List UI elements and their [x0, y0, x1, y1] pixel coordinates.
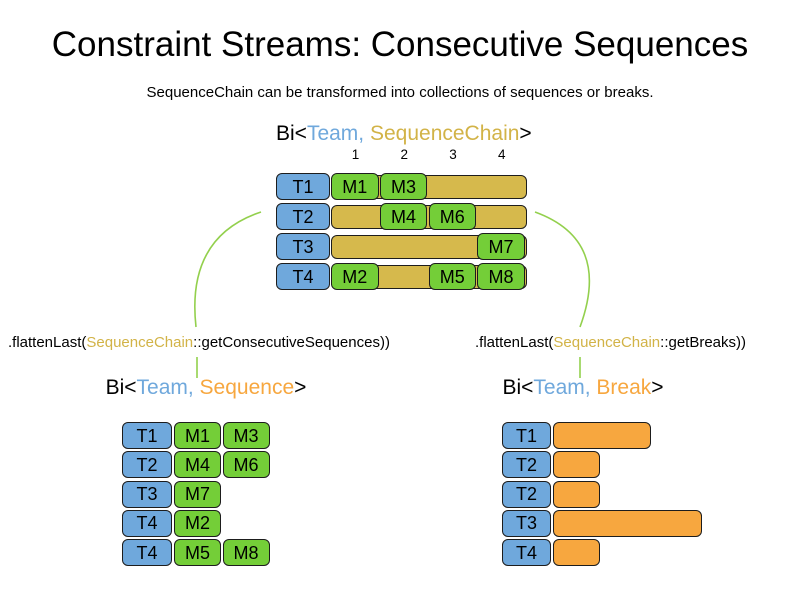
team-box: T3: [502, 509, 551, 537]
type-segment: Team: [306, 122, 359, 145]
machine-box: M1: [174, 422, 221, 449]
machine-box: M4: [379, 203, 428, 230]
machine-box: M2: [174, 509, 221, 537]
machine-box: M5: [428, 263, 476, 290]
team-box: T4: [502, 539, 551, 567]
type-segment: ,: [584, 376, 597, 399]
type-segment: Bi<: [502, 376, 534, 399]
machine-box: M8: [222, 539, 270, 567]
type-segment: SequenceChain: [553, 334, 661, 351]
machine-box: M6: [428, 203, 476, 230]
machine-box: M5: [174, 539, 221, 567]
team-box: T3: [276, 233, 330, 260]
sequence-grid: T1 M1 M3 T2 M4 M6 T3 M7 T4 M2 T4 M5 M8: [122, 422, 402, 568]
machine-box: M2: [331, 263, 379, 290]
type-segment: ::getConsecutiveSequences)): [193, 334, 390, 351]
team-box: T1: [276, 173, 330, 200]
break-bar: [553, 480, 600, 508]
type-segment: ::getBreaks)): [660, 334, 747, 351]
column-number: 3: [449, 147, 457, 162]
type-segment: SequenceChain: [369, 122, 520, 145]
type-segment: >: [651, 376, 664, 399]
type-segment: ,: [187, 376, 200, 399]
column-number: 4: [497, 147, 506, 162]
team-box: T2: [276, 203, 330, 230]
break-type-header: Bi<Team, Break>: [473, 376, 693, 400]
get-consecutive-sequences-label: .flattenLast(SequenceChain::getConsecuti…: [8, 334, 390, 351]
type-segment: Team: [533, 376, 585, 399]
slide-title: Constraint Streams: Consecutive Sequence…: [51, 25, 749, 64]
break-grid: T1 T2 T2 T3 T4: [502, 422, 712, 568]
type-segment: .flattenLast(: [475, 334, 554, 351]
slide-subtitle: SequenceChain can be transformed into co…: [146, 84, 654, 101]
machine-box: M3: [379, 173, 428, 200]
machine-box: M7: [174, 480, 221, 508]
team-box: T1: [502, 422, 551, 449]
sequence-chain-grid: T1 M1 M3 T2 M4 M6 T3 M7 T4 M2 M5 M8: [276, 173, 528, 291]
team-box: T1: [122, 422, 172, 449]
machine-box: M3: [222, 422, 270, 449]
type-segment: .flattenLast(: [8, 334, 87, 351]
right-arrow-curve: [534, 211, 591, 328]
break-bar: [553, 451, 600, 479]
left-arrow-curve: [194, 211, 262, 328]
machine-box: M1: [331, 173, 379, 200]
machine-box: M7: [477, 233, 525, 260]
team-box: T2: [122, 451, 172, 479]
break-bar: [553, 422, 651, 449]
column-number: 1: [351, 147, 360, 162]
type-segment: >: [294, 376, 307, 399]
machine-box: M8: [477, 263, 525, 290]
break-bar: [553, 539, 600, 567]
machine-box: M6: [222, 451, 270, 479]
team-box: T4: [122, 509, 172, 537]
team-box: T3: [122, 480, 172, 508]
machine-box: M4: [174, 451, 221, 479]
break-bar: [553, 509, 702, 537]
type-segment: >: [519, 122, 532, 145]
get-breaks-label: .flattenLast(SequenceChain::getBreaks)): [475, 334, 746, 351]
type-segment: Sequence: [199, 376, 295, 399]
team-box: T4: [122, 539, 172, 567]
type-segment: ,: [358, 122, 370, 145]
team-box: T2: [502, 451, 551, 479]
team-box: T2: [502, 480, 551, 508]
type-segment: Bi<: [276, 122, 307, 145]
type-segment: Bi<: [105, 376, 137, 399]
sequencechain-type-header: Bi<Team, SequenceChain>: [276, 122, 532, 146]
type-segment: Team: [136, 376, 188, 399]
sequence-type-header: Bi<Team, Sequence>: [96, 376, 316, 400]
type-segment: Break: [596, 376, 652, 399]
type-segment: SequenceChain: [86, 334, 194, 351]
team-box: T4: [276, 263, 330, 290]
column-number: 2: [400, 147, 408, 162]
